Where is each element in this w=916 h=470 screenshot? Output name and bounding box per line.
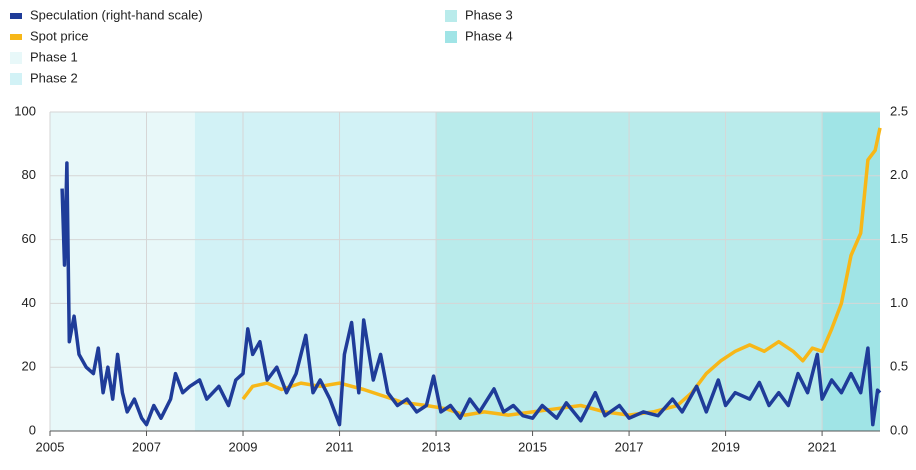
phase-band [194, 112, 437, 431]
y2-tick-label: 2.5 [890, 103, 908, 118]
legend-swatch [10, 52, 22, 64]
legend-label: Spot price [30, 28, 89, 43]
phase-band [50, 112, 195, 431]
x-tick-label: 2017 [615, 439, 644, 454]
series-line [60, 161, 882, 427]
y2-tick-label: 1.0 [890, 295, 908, 310]
legend-swatch [10, 34, 22, 40]
y2-tick-label: 1.5 [890, 231, 908, 246]
y-tick-label: 40 [22, 295, 36, 310]
legend-swatch [10, 73, 22, 85]
x-tick-label: 2013 [422, 439, 451, 454]
x-tick-label: 2019 [711, 439, 740, 454]
legend-label: Speculation (right-hand scale) [30, 7, 203, 22]
y2-tick-label: 0.5 [890, 359, 908, 374]
y-tick-label: 60 [22, 231, 36, 246]
legend-label: Phase 3 [465, 7, 513, 22]
y-tick-label: 80 [22, 167, 36, 182]
x-tick-label: 2011 [326, 439, 354, 454]
x-tick-label: 2007 [132, 439, 161, 454]
y2-tick-label: 2.0 [890, 167, 908, 182]
y-tick-label: 0 [29, 422, 36, 437]
legend-label: Phase 2 [30, 70, 78, 85]
y2-tick-label: 0.0 [890, 422, 908, 437]
legend-swatch [445, 31, 457, 43]
y-tick-label: 20 [22, 359, 36, 374]
x-tick-label: 2021 [808, 439, 837, 454]
legend-swatch [10, 13, 22, 19]
x-tick-label: 2005 [36, 439, 65, 454]
legend-label: Phase 1 [30, 49, 78, 64]
x-tick-label: 2009 [229, 439, 258, 454]
legend-label: Phase 4 [465, 28, 513, 43]
x-tick-label: 2015 [518, 439, 547, 454]
legend-swatch [445, 10, 457, 22]
y-tick-label: 100 [14, 103, 36, 118]
